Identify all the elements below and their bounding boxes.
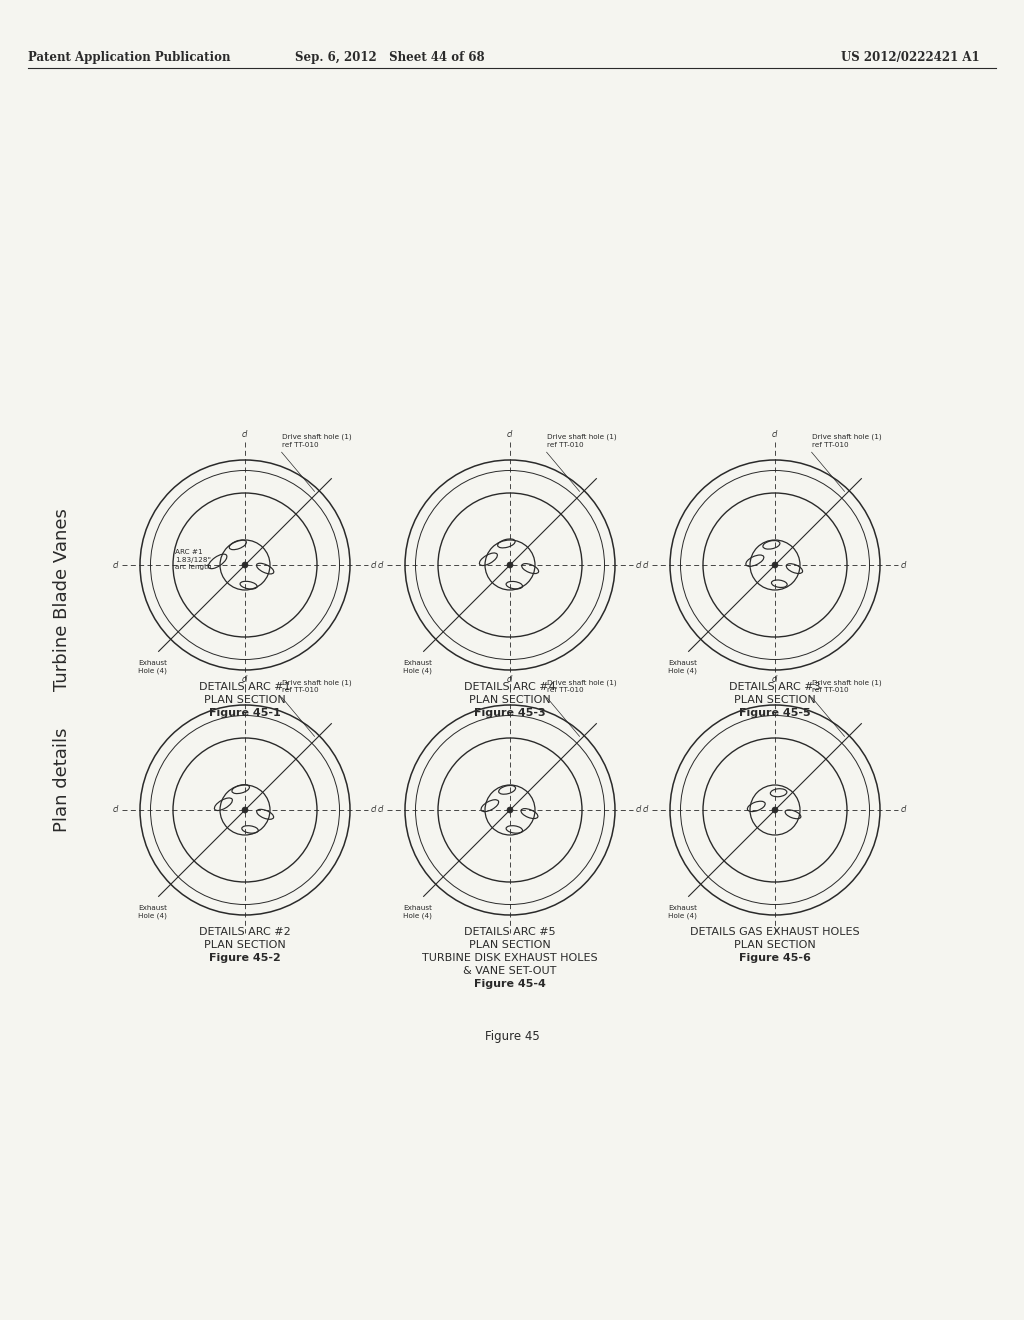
Text: Exhaust
Hole (4): Exhaust Hole (4) <box>668 906 697 919</box>
Text: Exhaust
Hole (4): Exhaust Hole (4) <box>403 660 432 675</box>
Text: cl: cl <box>772 430 778 440</box>
Text: PLAN SECTION: PLAN SECTION <box>204 696 286 705</box>
Text: Figure 45-4: Figure 45-4 <box>474 979 546 989</box>
Text: cl: cl <box>772 675 778 684</box>
Text: Drive shaft hole (1)
ref TT-010: Drive shaft hole (1) ref TT-010 <box>547 678 616 693</box>
Text: Figure 45-1: Figure 45-1 <box>209 708 281 718</box>
Text: Figure 45: Figure 45 <box>484 1030 540 1043</box>
Circle shape <box>507 562 513 568</box>
Text: cl: cl <box>378 561 384 569</box>
Text: cl: cl <box>113 805 119 814</box>
Text: ARC #1
1.83/128"
arc length: ARC #1 1.83/128" arc length <box>175 549 212 570</box>
Text: Drive shaft hole (1)
ref TT-010: Drive shaft hole (1) ref TT-010 <box>547 434 616 447</box>
Circle shape <box>242 807 248 813</box>
Text: Drive shaft hole (1)
ref TT-010: Drive shaft hole (1) ref TT-010 <box>812 678 882 693</box>
Text: DETAILS ARC #1: DETAILS ARC #1 <box>200 682 291 692</box>
Text: cl: cl <box>378 805 384 814</box>
Text: Plan details: Plan details <box>53 727 71 832</box>
Text: Figure 45-5: Figure 45-5 <box>739 708 811 718</box>
Text: & VANE SET-OUT: & VANE SET-OUT <box>463 966 557 975</box>
Circle shape <box>772 807 778 813</box>
Text: cl: cl <box>643 805 649 814</box>
Text: Exhaust
Hole (4): Exhaust Hole (4) <box>138 906 167 919</box>
Text: Exhaust
Hole (4): Exhaust Hole (4) <box>668 660 697 675</box>
Text: Turbine Blade Vanes: Turbine Blade Vanes <box>53 508 71 692</box>
Text: DETAILS ARC #3: DETAILS ARC #3 <box>729 682 821 692</box>
Text: TURBINE DISK EXHAUST HOLES: TURBINE DISK EXHAUST HOLES <box>422 953 598 964</box>
Text: Sep. 6, 2012   Sheet 44 of 68: Sep. 6, 2012 Sheet 44 of 68 <box>295 51 484 65</box>
Text: PLAN SECTION: PLAN SECTION <box>734 696 816 705</box>
Circle shape <box>242 562 248 568</box>
Text: Exhaust
Hole (4): Exhaust Hole (4) <box>403 906 432 919</box>
Text: cl: cl <box>507 675 513 684</box>
Text: cl: cl <box>901 805 907 814</box>
Text: cl: cl <box>901 561 907 569</box>
Text: cl: cl <box>242 675 248 684</box>
Text: cl: cl <box>636 561 642 569</box>
Text: Drive shaft hole (1)
ref TT-010: Drive shaft hole (1) ref TT-010 <box>812 434 882 447</box>
Text: US 2012/0222421 A1: US 2012/0222421 A1 <box>842 51 980 65</box>
Text: DETAILS GAS EXHAUST HOLES: DETAILS GAS EXHAUST HOLES <box>690 927 860 937</box>
Text: cl: cl <box>636 805 642 814</box>
Text: PLAN SECTION: PLAN SECTION <box>204 940 286 950</box>
Text: DETAILS ARC #2: DETAILS ARC #2 <box>199 927 291 937</box>
Text: cl: cl <box>371 561 378 569</box>
Circle shape <box>772 562 778 568</box>
Text: PLAN SECTION: PLAN SECTION <box>469 696 551 705</box>
Text: PLAN SECTION: PLAN SECTION <box>734 940 816 950</box>
Text: Exhaust
Hole (4): Exhaust Hole (4) <box>138 660 167 675</box>
Text: Figure 45-6: Figure 45-6 <box>739 953 811 964</box>
Text: cl: cl <box>242 430 248 440</box>
Text: PLAN SECTION: PLAN SECTION <box>469 940 551 950</box>
Text: cl: cl <box>371 805 378 814</box>
Text: Figure 45-2: Figure 45-2 <box>209 953 281 964</box>
Text: Patent Application Publication: Patent Application Publication <box>28 51 230 65</box>
Text: Drive shaft hole (1)
ref TT-010: Drive shaft hole (1) ref TT-010 <box>282 434 351 447</box>
Text: Figure 45-3: Figure 45-3 <box>474 708 546 718</box>
Text: Drive shaft hole (1)
ref TT-010: Drive shaft hole (1) ref TT-010 <box>282 678 351 693</box>
Text: cl: cl <box>643 561 649 569</box>
Circle shape <box>507 807 513 813</box>
Text: DETAILS ARC #4: DETAILS ARC #4 <box>464 682 556 692</box>
Text: cl: cl <box>113 561 119 569</box>
Text: cl: cl <box>507 430 513 440</box>
Text: DETAILS ARC #5: DETAILS ARC #5 <box>464 927 556 937</box>
